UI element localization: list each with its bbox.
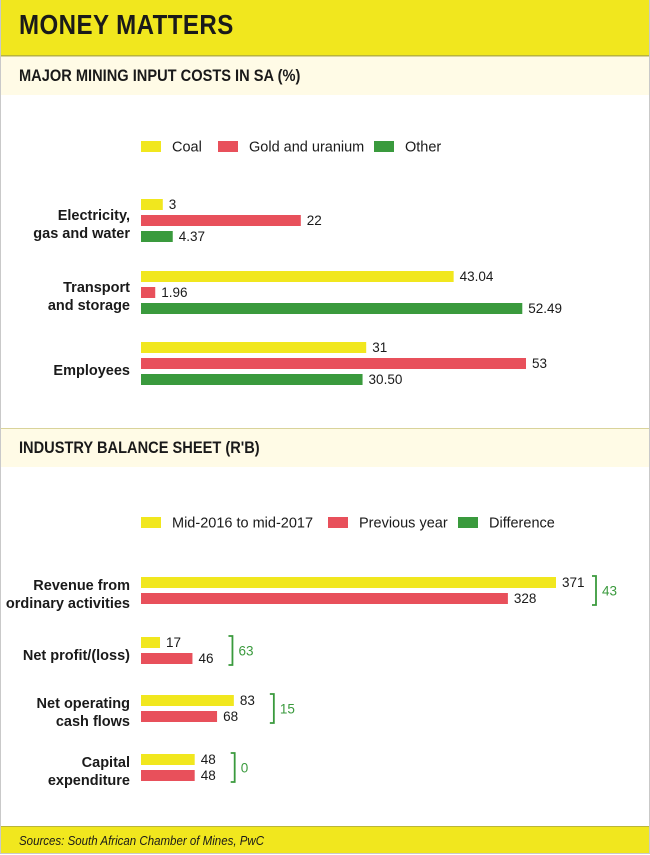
- bar-previous-year: [141, 711, 218, 722]
- category-label: expenditure: [48, 773, 130, 789]
- legend-label-previous-year: Previous year: [359, 516, 448, 532]
- data-label: 1.96: [161, 285, 187, 300]
- input-costs-panel: Coal Gold and uranium Other Electricity, gas…: [1, 95, 649, 426]
- data-label: 4.37: [179, 229, 205, 244]
- difference-label: 15: [280, 702, 295, 717]
- chart-title-input-costs: MAJOR MINING INPUT COSTS IN SA (%): [19, 66, 301, 85]
- input-costs-chart: Coal Gold and uranium Other Electricity, gas…: [33, 140, 562, 388]
- legend-swatch-other: [374, 141, 394, 152]
- legend-label-mid-2016-to-mid-2017: Mid-2016 to mid-2017: [172, 516, 313, 532]
- category-label: Transport: [63, 280, 130, 296]
- bar-gold-and-uranium: [141, 358, 526, 369]
- bar-gold-and-uranium: [141, 215, 301, 226]
- data-label: 371: [562, 575, 585, 590]
- bar-coal: [141, 342, 367, 353]
- difference-label: 43: [602, 584, 617, 599]
- category-label: Employees: [53, 363, 130, 379]
- legend-label-gold-and-uranium: Gold and uranium: [249, 140, 364, 156]
- data-label: 83: [240, 693, 255, 708]
- data-label: 22: [307, 213, 322, 228]
- data-label: 46: [198, 651, 213, 666]
- bar-mid-2016-to-mid-2017: [141, 637, 161, 648]
- bar-other: [141, 231, 173, 242]
- legend-label-difference: Difference: [489, 516, 555, 532]
- legend-label-other: Other: [405, 140, 441, 156]
- data-label: 328: [514, 591, 537, 606]
- data-label: 3: [169, 197, 177, 212]
- data-label: 48: [201, 768, 216, 783]
- balance-sheet-chart: Mid-2016 to mid-2017 Previous year Differe…: [6, 516, 617, 790]
- category-label: gas and water: [33, 226, 130, 242]
- bar-mid-2016-to-mid-2017: [141, 695, 234, 706]
- legend-swatch-gold-and-uranium: [218, 141, 238, 152]
- data-label: 43.04: [460, 269, 494, 284]
- data-label: 52.49: [528, 301, 562, 316]
- legend-swatch-mid-2016-to-mid-2017: [141, 517, 161, 528]
- page-title: MONEY MATTERS: [19, 9, 234, 40]
- data-label: 68: [223, 709, 238, 724]
- bar-coal: [141, 271, 454, 282]
- category-label: ordinary activities: [6, 596, 130, 612]
- bar-previous-year: [141, 770, 195, 781]
- data-label: 53: [532, 356, 547, 371]
- difference-label: 0: [241, 761, 249, 776]
- category-label: Capital: [82, 755, 130, 771]
- legend-label-coal: Coal: [172, 140, 202, 156]
- title-banner: MONEY MATTERS: [1, 0, 649, 56]
- sources-text: Sources: South African Chamber of Mines,…: [19, 834, 265, 848]
- legend-swatch-difference: [458, 517, 478, 528]
- section-header-balance-sheet: INDUSTRY BALANCE SHEET (R'B): [1, 428, 649, 468]
- category-label: Electricity,: [58, 208, 130, 224]
- section-header-input-costs: MAJOR MINING INPUT COSTS IN SA (%): [1, 56, 649, 96]
- bar-mid-2016-to-mid-2017: [141, 577, 556, 588]
- category-label: and storage: [48, 298, 130, 314]
- difference-bracket: [230, 752, 236, 783]
- bar-previous-year: [141, 593, 508, 604]
- chart-title-balance-sheet: INDUSTRY BALANCE SHEET (R'B): [19, 438, 260, 457]
- balance-sheet-panel: Mid-2016 to mid-2017 Previous year Differe…: [1, 467, 649, 825]
- difference-bracket: [228, 635, 234, 666]
- bar-previous-year: [141, 653, 193, 664]
- category-label: cash flows: [56, 714, 130, 730]
- bar-other: [141, 303, 523, 314]
- category-label: Net profit/(loss): [23, 648, 130, 664]
- category-label: Revenue from: [33, 578, 130, 594]
- data-label: 30.50: [369, 372, 403, 387]
- bar-gold-and-uranium: [141, 287, 156, 298]
- data-label: 17: [166, 635, 181, 650]
- data-label: 48: [201, 752, 216, 767]
- difference-bracket: [269, 693, 275, 724]
- sources-footer: Sources: South African Chamber of Mines,…: [1, 826, 649, 853]
- bar-coal: [141, 199, 163, 210]
- bar-mid-2016-to-mid-2017: [141, 754, 195, 765]
- legend-swatch-coal: [141, 141, 161, 152]
- difference-label: 63: [238, 644, 253, 659]
- legend-swatch-previous-year: [328, 517, 348, 528]
- data-label: 31: [372, 340, 387, 355]
- category-label: Net operating: [37, 696, 130, 712]
- bar-other: [141, 374, 363, 385]
- difference-bracket: [592, 575, 597, 606]
